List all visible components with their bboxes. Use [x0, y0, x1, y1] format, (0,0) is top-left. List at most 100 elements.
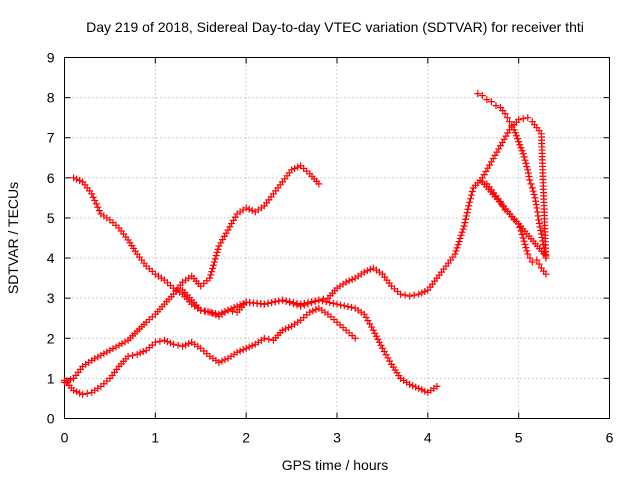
data-point	[315, 180, 323, 188]
data-point	[97, 351, 105, 359]
data-point	[535, 260, 543, 268]
data-point	[515, 116, 523, 124]
data-point	[468, 187, 476, 195]
data-point	[91, 197, 99, 205]
data-point	[535, 219, 543, 227]
data-point	[506, 118, 514, 126]
data-point	[282, 325, 290, 333]
data-point	[118, 340, 126, 348]
data-point	[268, 299, 276, 307]
data-point	[462, 215, 470, 223]
data-point	[517, 144, 525, 152]
data-point	[521, 240, 529, 248]
data-point	[526, 176, 534, 184]
y-tick-label: 3	[47, 290, 55, 306]
data-point	[524, 169, 532, 177]
data-point	[467, 195, 475, 203]
data-point	[520, 237, 528, 245]
data-point	[245, 343, 253, 351]
data-point	[76, 177, 84, 185]
data-point	[345, 277, 353, 285]
data-point	[106, 346, 114, 354]
data-point	[279, 326, 286, 334]
data-point	[271, 298, 279, 306]
data-point	[208, 268, 216, 276]
data-point	[289, 300, 297, 308]
data-point	[340, 302, 348, 310]
data-point	[197, 306, 205, 314]
data-point	[319, 295, 327, 303]
chart-title: Day 219 of 2018, Sidereal Day-to-day VTE…	[86, 19, 584, 35]
data-point	[530, 191, 538, 199]
data-point	[300, 301, 308, 309]
data-point	[529, 187, 537, 195]
data-point	[112, 343, 120, 351]
x-axis-label: GPS time / hours	[282, 457, 389, 473]
data-point	[528, 258, 536, 266]
data-point	[372, 332, 380, 340]
data-point	[70, 386, 78, 394]
data-point	[397, 290, 405, 298]
data-point	[293, 301, 301, 309]
data-point	[531, 194, 539, 202]
data-point	[204, 308, 212, 316]
data-point	[377, 341, 385, 349]
data-point	[83, 389, 91, 397]
data-point	[457, 231, 465, 239]
data-point	[348, 275, 356, 283]
data-point	[524, 250, 532, 258]
y-tick-label: 5	[47, 210, 55, 226]
data-point	[88, 190, 96, 198]
plot-frame	[64, 57, 610, 419]
data-point	[306, 308, 314, 316]
data-point	[452, 247, 460, 255]
data-point	[518, 147, 526, 155]
data-point	[236, 301, 244, 309]
data-point	[233, 348, 241, 356]
data-point	[461, 219, 469, 227]
data-point	[312, 306, 320, 314]
data-point	[94, 203, 102, 211]
data-point	[242, 204, 250, 212]
data-point	[212, 252, 220, 260]
data-point	[160, 336, 168, 344]
data-point	[337, 301, 345, 309]
data-point	[275, 297, 283, 305]
data-point	[70, 174, 78, 182]
data-point	[242, 344, 250, 352]
data-point	[214, 245, 222, 253]
data-point	[514, 135, 522, 143]
data-point	[533, 204, 541, 212]
data-point	[211, 309, 219, 317]
data-point	[103, 348, 111, 356]
data-point	[463, 209, 471, 217]
data-point	[499, 202, 507, 210]
data-point	[260, 334, 268, 342]
data-point	[185, 340, 193, 348]
data-point	[248, 342, 256, 350]
data-point	[288, 166, 296, 174]
data-point	[478, 92, 486, 100]
data-point	[516, 223, 524, 231]
data-point	[455, 238, 463, 246]
data-point	[512, 132, 520, 140]
data-point	[460, 222, 468, 230]
data-point	[536, 223, 544, 231]
series-track-b	[61, 304, 359, 398]
data-point	[79, 390, 87, 398]
data-point	[418, 386, 426, 394]
data-point	[163, 338, 171, 346]
data-point	[139, 348, 147, 356]
data-point	[124, 352, 132, 360]
data-point	[206, 274, 214, 282]
data-point	[433, 382, 441, 390]
data-point	[497, 198, 504, 206]
data-markers	[61, 90, 550, 398]
data-point	[221, 308, 229, 316]
data-point	[511, 129, 519, 137]
data-point	[474, 90, 482, 98]
data-point	[528, 184, 536, 192]
data-point	[309, 307, 317, 315]
data-point	[133, 350, 141, 358]
